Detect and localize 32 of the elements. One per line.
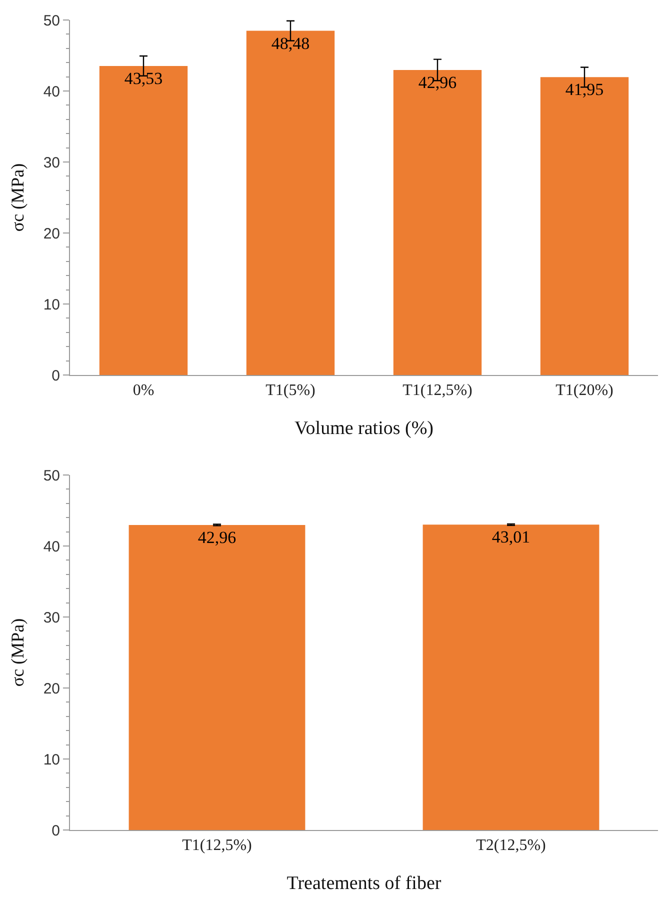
data-label: 48,48: [271, 34, 310, 53]
y-axis-title: σc (MPa): [8, 618, 28, 687]
x-tick-label: T1(12,5%): [402, 382, 472, 400]
data-label: 43,01: [492, 528, 530, 547]
y-tick-label: 30: [43, 154, 60, 172]
y-tick-label: 0: [52, 367, 60, 384]
y-tick-label: 40: [43, 83, 60, 100]
y-tick-label: 20: [43, 225, 60, 242]
x-tick-label: T1(5%): [266, 382, 316, 400]
x-tick-label: 0%: [132, 382, 154, 400]
y-tick-label: 10: [43, 296, 60, 314]
y-tick-label: 40: [43, 538, 60, 556]
data-label: 43,53: [124, 68, 163, 88]
x-axis-title: Treatements of fiber: [286, 873, 442, 894]
y-axis-title: σc (MPa): [8, 163, 28, 232]
bar: [393, 70, 482, 375]
data-label: 41,95: [565, 80, 604, 100]
bar: [99, 66, 188, 375]
y-tick-label: 30: [43, 609, 60, 626]
data-label: 42,96: [198, 528, 236, 547]
x-tick-label: T2(12,5%): [476, 837, 546, 854]
y-tick-label: 0: [52, 822, 60, 840]
x-tick-label: T1(20%): [556, 382, 614, 400]
y-tick-label: 50: [43, 467, 60, 484]
y-tick-label: 50: [43, 12, 60, 30]
bar: [246, 30, 335, 375]
data-label: 42,96: [418, 72, 457, 92]
y-tick-label: 20: [43, 680, 60, 698]
bar: [540, 77, 629, 375]
y-tick-label: 10: [43, 751, 60, 768]
x-tick-label: T1(12,5%): [182, 837, 252, 854]
x-axis-title: Volume ratios (%): [294, 418, 434, 439]
